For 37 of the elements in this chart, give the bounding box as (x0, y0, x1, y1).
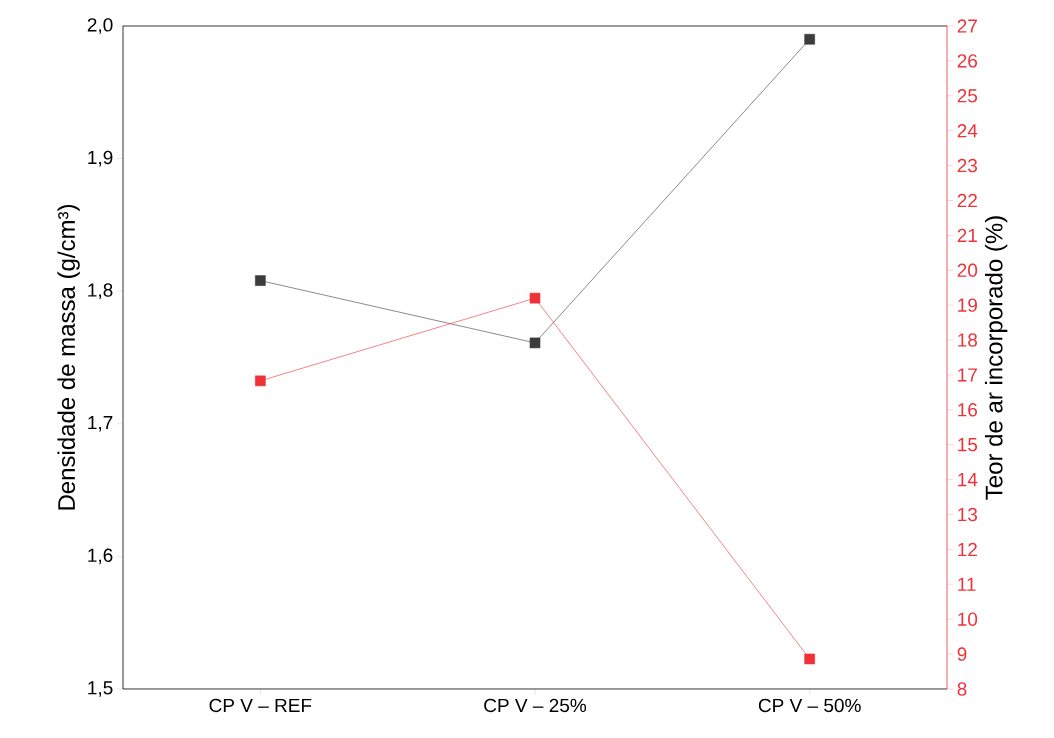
y2-tick-label: 23 (957, 158, 978, 173)
y-tick-label: 1,5 (88, 681, 113, 697)
x-tick-label: CP V – 25% (484, 698, 587, 713)
y-tick-label: 1,7 (88, 416, 113, 432)
y2-tick-label: 18 (958, 333, 978, 347)
y2-tick-label: 15 (958, 438, 978, 452)
y2-tick-label: 8 (957, 682, 967, 696)
y2-tick-label: 13 (958, 507, 978, 522)
point (529, 337, 541, 349)
y2-tick-label: 20 (957, 263, 978, 277)
point (804, 653, 815, 665)
point (804, 33, 815, 45)
point (529, 292, 541, 304)
point (255, 275, 266, 286)
y-tick-label: 1,9 (88, 150, 113, 167)
y-axis-title: Densidade de massa (g/cm³) (57, 204, 80, 510)
y2-axis-title: Teor de ar incorporado (%) (984, 216, 1008, 500)
y-tick-label: 2,0 (87, 18, 113, 34)
y2-tick-label: 21 (957, 228, 977, 242)
y2-tick-label: 24 (957, 124, 978, 138)
y2-tick-label: 17 (958, 368, 977, 382)
y2-tick-label: 19 (958, 298, 977, 312)
y2-tick-label: 16 (958, 403, 978, 417)
y2-tick-label: 27 (957, 19, 977, 33)
y2-tick-label: 12 (958, 542, 977, 557)
y2-tick-label: 9 (957, 647, 967, 661)
y-tick-label: 1,8 (88, 283, 113, 300)
y2-tick-label: 26 (957, 54, 978, 68)
y2-tick-label: 11 (958, 577, 976, 591)
point (255, 375, 266, 387)
y2-tick-label: 25 (957, 89, 978, 103)
y2-tick-label: 10 (958, 612, 978, 626)
y2-tick-label: 14 (958, 473, 978, 487)
y2-tick-label: 22 (957, 193, 977, 208)
y-tick-label: 1,6 (88, 548, 113, 565)
x-tick-label: CP V – REF (209, 698, 312, 713)
x-tick-label: CP V – 50% (758, 698, 861, 713)
